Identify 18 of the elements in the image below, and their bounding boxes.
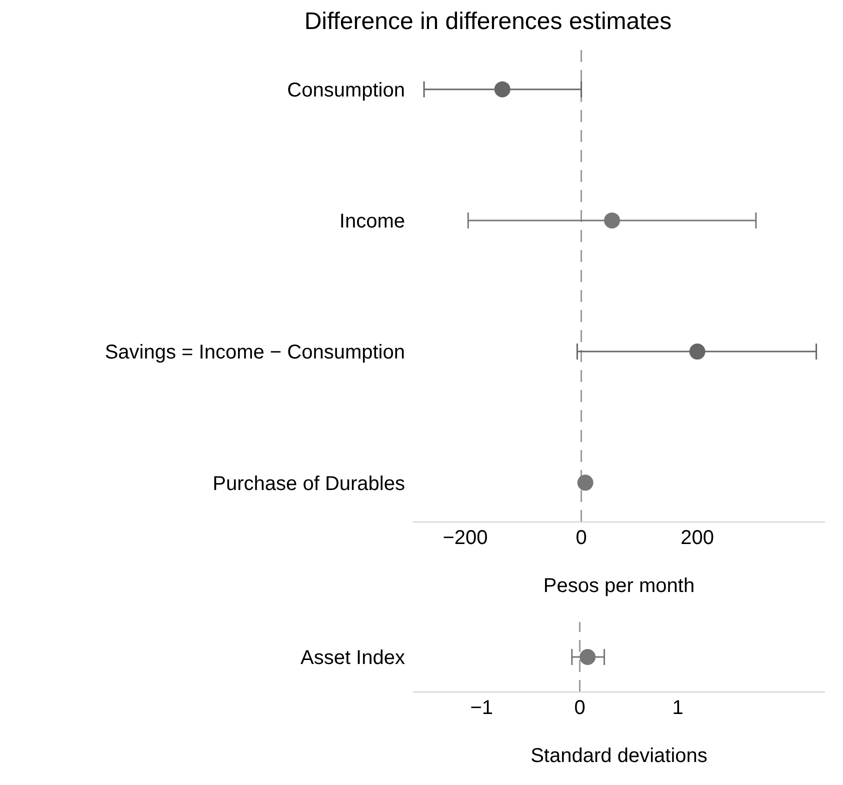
x-tick-label: −1 (470, 697, 494, 720)
x-tick-label: 0 (576, 527, 587, 550)
x-tick-label: 0 (574, 697, 586, 720)
x-tick-label: 200 (680, 527, 714, 550)
point (577, 474, 594, 491)
x-axis-title: Pesos per month (543, 575, 695, 597)
point (689, 344, 706, 360)
chart-title: Difference in differences estimates (303, 8, 673, 36)
x-tick-label: 1 (672, 697, 684, 720)
point (604, 212, 620, 228)
point (494, 81, 510, 98)
y-tick-label: Asset Index (300, 647, 405, 670)
y-tick-label: Income (339, 210, 405, 233)
y-tick-label: Purchase of Durables (212, 472, 405, 495)
x-axis-title: Standard deviations (530, 745, 708, 767)
x-tick-label: −200 (442, 527, 488, 550)
y-tick-label: Savings = Income − Consumption (104, 342, 405, 364)
y-tick-label: Consumption (287, 79, 405, 102)
